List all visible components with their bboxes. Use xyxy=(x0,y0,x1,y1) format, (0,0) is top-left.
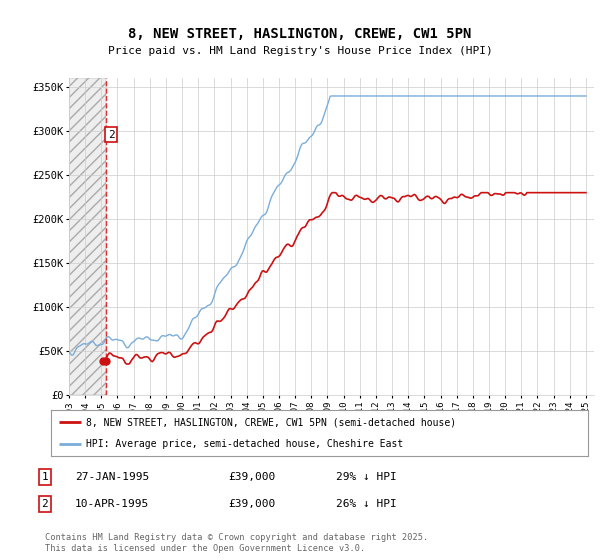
Text: HPI: Average price, semi-detached house, Cheshire East: HPI: Average price, semi-detached house,… xyxy=(86,439,403,449)
Text: 10-APR-1995: 10-APR-1995 xyxy=(75,499,149,509)
Text: 29% ↓ HPI: 29% ↓ HPI xyxy=(336,472,397,482)
Text: 27-JAN-1995: 27-JAN-1995 xyxy=(75,472,149,482)
Text: 1: 1 xyxy=(41,472,49,482)
Text: 2: 2 xyxy=(41,499,49,509)
Text: 8, NEW STREET, HASLINGTON, CREWE, CW1 5PN: 8, NEW STREET, HASLINGTON, CREWE, CW1 5P… xyxy=(128,27,472,41)
Bar xyxy=(69,78,106,395)
Text: 8, NEW STREET, HASLINGTON, CREWE, CW1 5PN (semi-detached house): 8, NEW STREET, HASLINGTON, CREWE, CW1 5P… xyxy=(86,417,456,427)
Text: £39,000: £39,000 xyxy=(228,472,275,482)
Text: 26% ↓ HPI: 26% ↓ HPI xyxy=(336,499,397,509)
Text: 2: 2 xyxy=(108,130,115,139)
Text: Price paid vs. HM Land Registry's House Price Index (HPI): Price paid vs. HM Land Registry's House … xyxy=(107,46,493,56)
Text: £39,000: £39,000 xyxy=(228,499,275,509)
Text: Contains HM Land Registry data © Crown copyright and database right 2025.
This d: Contains HM Land Registry data © Crown c… xyxy=(45,533,428,553)
